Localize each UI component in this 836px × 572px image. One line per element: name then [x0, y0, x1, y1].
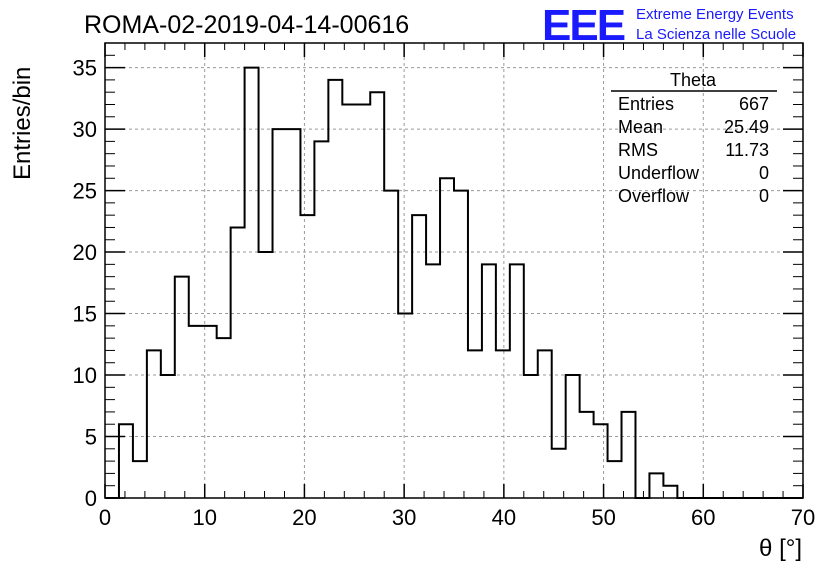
run-title: ROMA-02-2019-04-14-00616: [84, 11, 409, 39]
stats-box: Theta Entries 667 Mean 25.49 RMS 11.73 U…: [611, 70, 777, 206]
x-tick-label: 40: [492, 505, 516, 530]
stats-label-entries: Entries: [618, 94, 674, 114]
stats-value-rms: 11.73: [725, 140, 769, 160]
x-tick-label: 0: [99, 505, 111, 530]
stats-value-entries: 667: [739, 94, 769, 114]
y-axis-title: Entries/bin: [9, 67, 36, 180]
stats-label-rms: RMS: [618, 140, 658, 160]
eee-tagline-1: Extreme Energy Events: [636, 6, 794, 23]
y-tick-label: 5: [85, 425, 97, 450]
y-tick-label: 0: [85, 486, 97, 511]
histogram-outline: [105, 66, 803, 499]
stats-label-underflow: Underflow: [618, 163, 700, 183]
x-tick-label: 50: [591, 505, 615, 530]
stats-label-mean: Mean: [618, 117, 663, 137]
x-tick-label: 60: [691, 505, 715, 530]
eee-logo: EEE: [542, 1, 625, 50]
eee-tagline-2: La Scienza nelle Scuole: [636, 26, 796, 43]
stats-value-overflow: 0: [759, 186, 769, 206]
stats-value-mean: 25.49: [724, 117, 769, 137]
grid-lines: [105, 43, 803, 498]
y-tick-label: 10: [73, 363, 97, 388]
x-tick-label: 10: [192, 505, 216, 530]
x-tick-label: 70: [791, 505, 815, 530]
y-tick-label: 30: [73, 117, 97, 142]
plot-frame: [104, 42, 804, 499]
stats-label-overflow: Overflow: [618, 186, 690, 206]
y-tick-label: 35: [73, 56, 97, 81]
axis-ticks: [104, 42, 804, 499]
y-tick-label: 15: [73, 302, 97, 327]
tick-labels: 0 10 20 30 40 50 60 70 0 5 10 15 20 25 30 35: [73, 56, 816, 530]
x-axis-title: θ [°]: [759, 535, 802, 562]
y-tick-label: 25: [73, 179, 97, 204]
x-tick-label: 30: [392, 505, 416, 530]
y-tick-label: 20: [73, 240, 97, 265]
stats-title: Theta: [670, 70, 717, 90]
x-tick-label: 20: [292, 505, 316, 530]
stats-value-underflow: 0: [759, 163, 769, 183]
